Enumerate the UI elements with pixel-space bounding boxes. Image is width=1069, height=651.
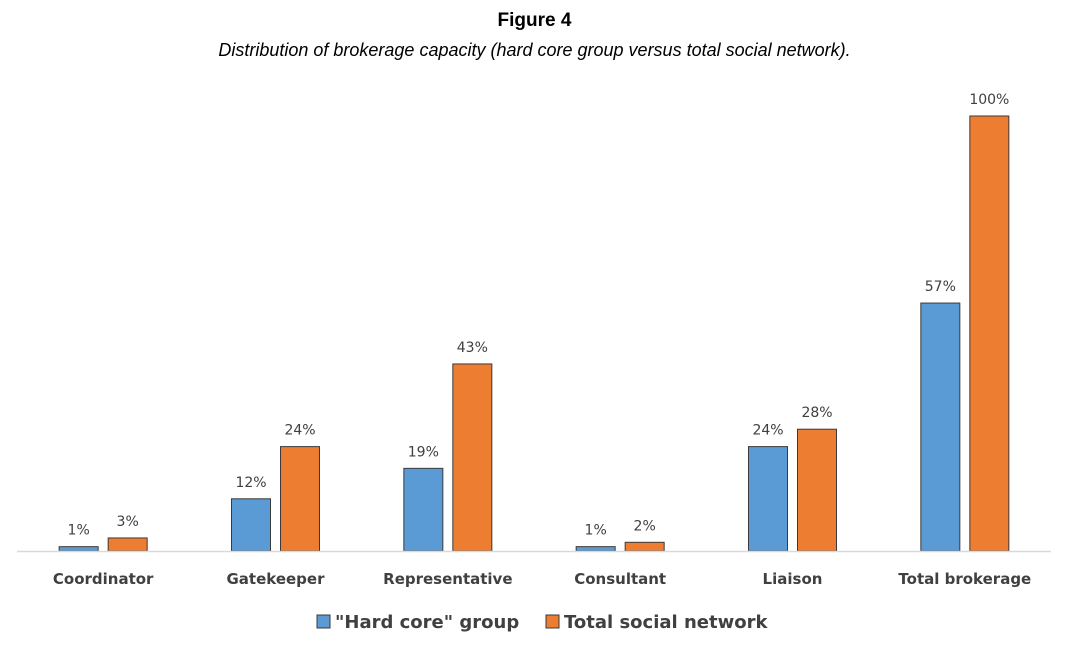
bar-hard-core-2 xyxy=(403,467,444,552)
bar-hard-core-0 xyxy=(58,546,99,552)
x-tick-label-2: Representative xyxy=(383,570,512,588)
x-tick-label-3: Consultant xyxy=(574,570,666,588)
data-label-total-network-4: 28% xyxy=(801,405,832,421)
data-label-hard-core-1: 12% xyxy=(235,475,266,491)
bars-group xyxy=(58,115,1010,552)
data-label-hard-core-5: 57% xyxy=(925,279,956,295)
bar-hard-core-4 xyxy=(748,446,788,552)
legend-label-hard-core: "Hard core" group xyxy=(335,612,519,633)
figure-caption: Distribution of brokerage capacity (hard… xyxy=(218,40,851,60)
data-label-hard-core-4: 24% xyxy=(752,423,783,439)
data-label-hard-core-2: 19% xyxy=(408,444,439,460)
data-label-hard-core-3: 1% xyxy=(585,523,607,539)
bar-total-network-1 xyxy=(280,446,320,552)
bar-hard-core-1 xyxy=(231,498,271,552)
data-label-total-network-5: 100% xyxy=(969,92,1009,108)
legend-label-total-network: Total social network xyxy=(564,612,768,633)
data-label-hard-core-0: 1% xyxy=(68,523,90,539)
data-labels-group: 1% 3% 12% 24% 19% 43% 1% 2% 24% 28% 57% 100% xyxy=(68,92,1010,539)
legend: "Hard core" group Total social network xyxy=(316,612,768,633)
data-label-total-network-2: 43% xyxy=(457,340,488,356)
legend-swatch-total-network xyxy=(545,614,560,629)
x-tick-label-4: Liaison xyxy=(763,570,823,588)
bar-hard-core-5 xyxy=(920,302,961,552)
bar-total-network-4 xyxy=(797,428,837,552)
bar-total-network-5 xyxy=(969,115,1010,552)
x-tick-labels-group: Coordinator Gatekeeper Representative Consu… xyxy=(53,570,1031,588)
bar-total-network-2 xyxy=(452,363,493,552)
figure-title: Figure 4 xyxy=(497,10,572,31)
data-label-total-network-1: 24% xyxy=(284,423,315,439)
data-label-total-network-0: 3% xyxy=(117,514,139,530)
data-label-total-network-3: 2% xyxy=(634,518,656,534)
legend-swatch-hard-core xyxy=(316,614,331,629)
x-tick-label-0: Coordinator xyxy=(53,570,154,588)
bar-total-network-3 xyxy=(624,541,665,552)
bar-hard-core-3 xyxy=(575,546,616,552)
x-tick-label-1: Gatekeeper xyxy=(226,570,325,588)
x-tick-label-5: Total brokerage xyxy=(898,570,1031,588)
bar-total-network-0 xyxy=(107,537,148,552)
